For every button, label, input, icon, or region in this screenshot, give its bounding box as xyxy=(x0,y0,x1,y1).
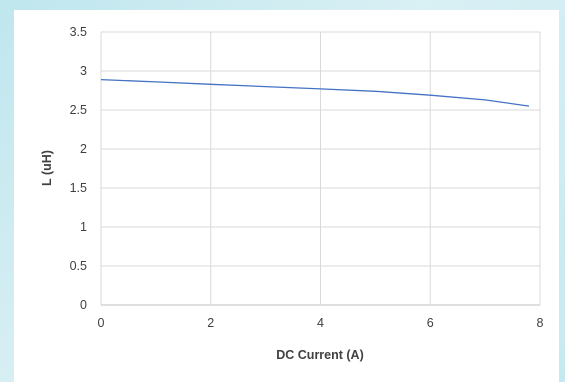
y-tick-label: 3.5 xyxy=(70,25,87,39)
x-tick-label: 6 xyxy=(427,316,434,330)
series-line xyxy=(100,78,530,107)
y-tick-label: 2 xyxy=(80,142,87,156)
x-tick-label: 4 xyxy=(317,316,324,330)
y-tick-label: 3 xyxy=(80,64,87,78)
y-tick-label: 0.5 xyxy=(70,259,87,273)
x-tick-label: 8 xyxy=(537,316,544,330)
y-tick-label: 2.5 xyxy=(70,103,87,117)
y-tick-label: 1.5 xyxy=(70,181,87,195)
y-tick-label: 1 xyxy=(80,220,87,234)
y-tick-labels: 0 0.5 1 1.5 2 2.5 3 3.5 xyxy=(70,25,87,312)
x-axis-title: DC Current (A) xyxy=(276,348,364,362)
x-tick-labels: 0 2 4 6 8 xyxy=(98,316,544,330)
grid-lines xyxy=(100,31,541,306)
x-tick-label: 2 xyxy=(207,316,214,330)
y-tick-label: 0 xyxy=(80,298,87,312)
series-group xyxy=(100,78,530,107)
y-axis-title: L (uH) xyxy=(40,150,54,186)
chart-card xyxy=(14,10,559,382)
x-tick-label: 0 xyxy=(98,316,105,330)
